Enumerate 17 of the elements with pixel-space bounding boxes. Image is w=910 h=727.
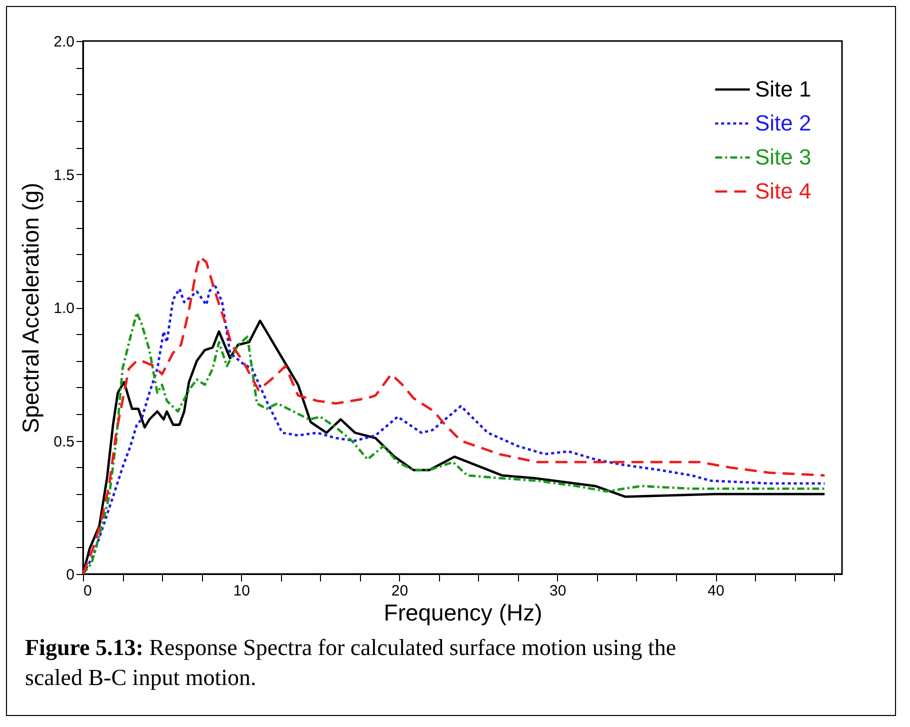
y-tick-label: 1.5 <box>54 166 74 184</box>
y-tick-label: 2.0 <box>54 34 74 50</box>
y-axis-title: Spectral Acceleration (g) <box>18 182 44 434</box>
y-tick-label: 0 <box>66 566 74 584</box>
x-tick-label: 40 <box>708 582 724 600</box>
x-tick-label: 0 <box>84 582 92 600</box>
x-tick-label: 20 <box>391 582 408 600</box>
x-tick-label: 10 <box>233 582 250 600</box>
x-axis-title: Frequency (Hz) <box>384 600 542 626</box>
legend-label: Site 3 <box>755 144 812 170</box>
legend-label: Site 2 <box>755 110 812 136</box>
x-tick-label: 30 <box>550 582 566 600</box>
y-tick-label: 0.5 <box>54 433 74 450</box>
legend-label: Site 1 <box>755 76 812 102</box>
y-tick-label: 1.0 <box>54 300 74 317</box>
caption: Figure 5.13: Response Spectra for calculated surface motion using the scaled B-C input motion. <box>25 634 678 692</box>
legend-label: Site 4 <box>755 178 812 204</box>
